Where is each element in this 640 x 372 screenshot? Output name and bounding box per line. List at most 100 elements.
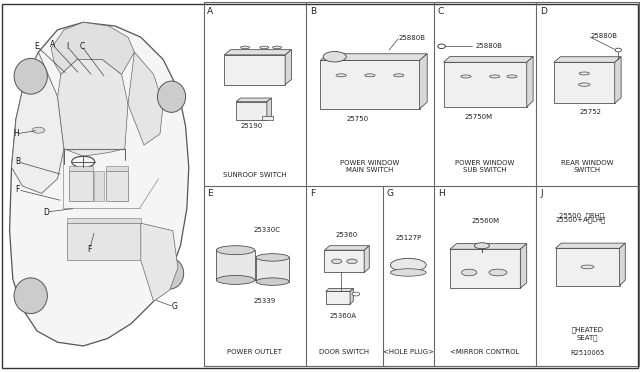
Text: 25190: 25190: [241, 123, 262, 129]
Ellipse shape: [14, 278, 47, 314]
Text: J: J: [540, 189, 543, 198]
Text: 25339: 25339: [253, 298, 275, 304]
Polygon shape: [620, 243, 625, 286]
Polygon shape: [321, 54, 428, 60]
Polygon shape: [51, 22, 134, 74]
Text: R2510065: R2510065: [570, 350, 605, 356]
Text: G: G: [171, 302, 177, 311]
Ellipse shape: [347, 259, 357, 264]
Ellipse shape: [156, 258, 184, 289]
Polygon shape: [67, 223, 141, 260]
Ellipse shape: [256, 278, 289, 285]
Text: C: C: [438, 7, 444, 16]
Polygon shape: [225, 55, 285, 85]
Text: G: G: [387, 189, 394, 198]
Ellipse shape: [461, 75, 471, 78]
Ellipse shape: [390, 269, 426, 276]
Ellipse shape: [336, 74, 346, 77]
Text: I: I: [66, 42, 68, 51]
Polygon shape: [256, 257, 289, 282]
Text: E: E: [35, 42, 40, 51]
Ellipse shape: [32, 127, 45, 133]
Ellipse shape: [332, 259, 342, 264]
Bar: [106, 166, 128, 171]
Polygon shape: [58, 60, 128, 156]
Polygon shape: [236, 102, 267, 120]
Polygon shape: [450, 249, 520, 288]
Polygon shape: [444, 62, 527, 107]
Text: F: F: [310, 189, 315, 198]
Text: <MIRROR CONTROL: <MIRROR CONTROL: [451, 349, 520, 355]
Text: 25360A: 25360A: [330, 313, 356, 320]
Text: 25880B: 25880B: [399, 35, 426, 41]
Text: POWER WINDOW
SUB SWITCH: POWER WINDOW SUB SWITCH: [456, 160, 515, 173]
Ellipse shape: [438, 44, 445, 49]
Polygon shape: [554, 62, 614, 103]
Polygon shape: [450, 244, 527, 249]
Text: B: B: [310, 7, 316, 16]
Text: <HOLE PLUG>: <HOLE PLUG>: [383, 349, 434, 355]
Ellipse shape: [581, 265, 594, 269]
Ellipse shape: [216, 275, 255, 285]
Polygon shape: [12, 52, 64, 193]
Ellipse shape: [260, 46, 269, 49]
Polygon shape: [527, 57, 533, 107]
Text: A: A: [50, 40, 55, 49]
Ellipse shape: [579, 72, 589, 75]
Polygon shape: [324, 250, 364, 272]
Ellipse shape: [390, 259, 426, 272]
Text: SUNROOF SWITCH: SUNROOF SWITCH: [223, 172, 287, 178]
Polygon shape: [321, 60, 420, 109]
Ellipse shape: [241, 46, 250, 49]
Bar: [69, 166, 93, 171]
Polygon shape: [128, 52, 163, 145]
Ellipse shape: [489, 269, 507, 276]
Bar: [262, 116, 273, 121]
Text: 25880B: 25880B: [591, 33, 618, 39]
Polygon shape: [267, 98, 271, 120]
Text: 25360: 25360: [336, 231, 358, 238]
Text: H: H: [438, 189, 445, 198]
Polygon shape: [520, 244, 527, 288]
Polygon shape: [69, 171, 93, 201]
Text: D: D: [43, 208, 49, 217]
Text: E: E: [207, 189, 213, 198]
Text: 25330C: 25330C: [253, 227, 280, 233]
Ellipse shape: [474, 243, 490, 249]
Ellipse shape: [216, 246, 255, 255]
Polygon shape: [236, 98, 271, 102]
Text: 25750: 25750: [346, 116, 368, 122]
Text: REAR WINDOW
SWITCH: REAR WINDOW SWITCH: [561, 160, 614, 173]
Ellipse shape: [579, 83, 590, 86]
Text: 25880B: 25880B: [476, 43, 502, 49]
Ellipse shape: [323, 51, 346, 62]
Polygon shape: [225, 50, 292, 55]
Ellipse shape: [273, 46, 282, 49]
Polygon shape: [324, 246, 369, 250]
Polygon shape: [420, 54, 428, 109]
Ellipse shape: [256, 254, 289, 261]
Ellipse shape: [507, 75, 517, 78]
Polygon shape: [326, 292, 350, 304]
Text: F: F: [16, 185, 20, 194]
Text: 25500+A〈LH〉: 25500+A〈LH〉: [556, 217, 606, 223]
Polygon shape: [364, 246, 369, 272]
Text: POWER OUTLET: POWER OUTLET: [227, 349, 282, 355]
Text: 〈HEATED
SEAT〉: 〈HEATED SEAT〉: [572, 326, 604, 341]
Text: 25752: 25752: [580, 109, 602, 115]
Polygon shape: [285, 50, 292, 85]
Ellipse shape: [157, 81, 186, 112]
Polygon shape: [141, 223, 178, 301]
Text: DOOR SWITCH: DOOR SWITCH: [319, 349, 369, 355]
Ellipse shape: [615, 48, 621, 52]
Polygon shape: [444, 57, 533, 62]
Ellipse shape: [461, 269, 477, 276]
Text: D: D: [540, 7, 547, 16]
Bar: [94, 171, 104, 201]
Text: POWER WINDOW
MAIN SWITCH: POWER WINDOW MAIN SWITCH: [340, 160, 399, 173]
Text: H: H: [13, 129, 19, 138]
Ellipse shape: [352, 292, 360, 296]
Text: A: A: [207, 7, 214, 16]
Polygon shape: [554, 57, 621, 62]
Polygon shape: [556, 243, 625, 248]
